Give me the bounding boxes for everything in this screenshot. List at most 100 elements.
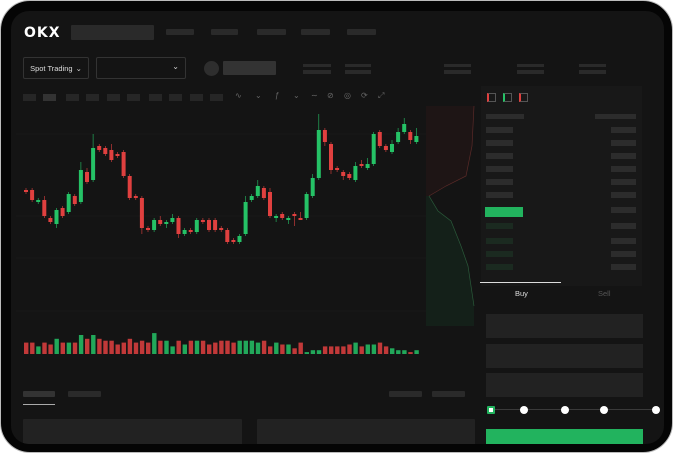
tab-buy[interactable]: Buy — [515, 289, 528, 298]
spot-trading-dropdown[interactable]: Spot Trading ⌄ — [23, 57, 89, 79]
tab-open-orders[interactable] — [23, 391, 55, 397]
timeframe-button[interactable] — [190, 94, 203, 101]
volume-bar — [402, 350, 407, 354]
candle-body — [176, 218, 181, 234]
volume-bar — [280, 344, 285, 354]
volume-bar — [54, 338, 59, 354]
candle-body — [383, 146, 388, 150]
volume-bar — [390, 348, 395, 354]
candle-body — [231, 240, 236, 242]
candle-body — [109, 150, 114, 160]
filter-button[interactable] — [432, 391, 465, 397]
volume-bar — [231, 342, 236, 354]
candle-body — [261, 188, 266, 198]
line-tool-icon[interactable]: ⌄ — [293, 91, 300, 100]
book-sell-icon[interactable] — [519, 93, 528, 102]
volume-bar — [176, 340, 181, 354]
candle-body — [237, 236, 242, 242]
volume-bar — [310, 350, 316, 354]
settings-icon[interactable]: ⊘ — [327, 91, 334, 100]
bid-amount — [611, 251, 636, 257]
candle-body — [359, 164, 364, 166]
nav-item[interactable] — [347, 29, 376, 35]
candle-body — [24, 190, 28, 192]
stat-value — [303, 70, 331, 74]
timeframe-button[interactable] — [107, 94, 120, 101]
percent-slider[interactable] — [491, 409, 656, 410]
candlestick-chart[interactable] — [16, 106, 426, 376]
candle-body — [329, 144, 333, 170]
slider-knob[interactable] — [652, 406, 660, 414]
ask-price — [486, 127, 513, 133]
volume-bar — [414, 350, 419, 354]
volume-bar — [249, 340, 255, 354]
candle-body — [30, 190, 35, 200]
volume-bar — [66, 342, 72, 354]
candle-body — [304, 194, 309, 218]
refresh-icon[interactable]: ◎ — [344, 91, 351, 100]
tab-sell[interactable]: Sell — [598, 289, 611, 298]
candle-body — [243, 202, 248, 234]
book-buy-icon[interactable] — [503, 93, 512, 102]
candle-body — [91, 148, 96, 180]
chevron-down-icon: ⌄ — [172, 62, 179, 71]
indicator-icon[interactable]: ∿ — [235, 91, 242, 100]
pencil-icon[interactable]: ∼ — [311, 91, 318, 100]
timeframe-button[interactable] — [43, 94, 56, 101]
timeframe-button[interactable] — [169, 94, 182, 101]
volume-bar — [60, 342, 65, 354]
candle-body — [121, 152, 126, 176]
search-bar[interactable] — [71, 25, 154, 40]
chart-type-icon[interactable]: ⌄ — [255, 91, 262, 100]
volume-bar — [329, 346, 334, 354]
ask-price — [486, 192, 513, 198]
fx-icon[interactable]: ƒ — [275, 91, 280, 100]
timeframe-button[interactable] — [86, 94, 99, 101]
volume-bar — [268, 346, 273, 354]
volume-bar — [48, 344, 53, 354]
volume-bar — [304, 352, 309, 354]
fullscreen-icon[interactable]: ⟳ — [361, 91, 368, 100]
price-input[interactable] — [486, 314, 643, 338]
nav-item[interactable] — [257, 29, 286, 35]
okx-logo: OKX — [24, 25, 61, 41]
slider-knob[interactable] — [561, 406, 569, 414]
volume-bar — [170, 346, 175, 354]
stat-value — [579, 70, 606, 74]
fullscreen-icon[interactable]: ⤢ — [378, 91, 385, 100]
ask-price — [486, 140, 513, 146]
candle-body — [97, 146, 102, 150]
nav-item[interactable] — [301, 29, 330, 35]
volume-bar — [383, 346, 389, 354]
timeframe-button[interactable] — [127, 94, 140, 101]
volume-bar — [85, 338, 90, 354]
tab-order-history[interactable] — [68, 391, 101, 397]
total-input[interactable] — [486, 373, 643, 397]
volume-bar — [152, 333, 157, 354]
nav-item[interactable] — [166, 29, 194, 35]
slider-knob[interactable] — [520, 406, 528, 414]
slider-knob[interactable] — [600, 406, 608, 414]
amount-input[interactable] — [486, 344, 643, 368]
volume-bar — [24, 342, 29, 354]
timeframe-button[interactable] — [210, 94, 223, 101]
timeframe-button[interactable] — [66, 94, 79, 101]
timeframe-button[interactable] — [23, 94, 36, 101]
slider-knob[interactable] — [487, 406, 495, 414]
buy-submit-button[interactable] — [486, 429, 643, 444]
volume-bar — [194, 340, 200, 354]
volume-bar — [371, 344, 377, 354]
filter-button[interactable] — [389, 391, 422, 397]
bid-amount — [611, 238, 636, 244]
candle-body — [194, 220, 199, 232]
candle-body — [54, 210, 59, 224]
bid-price — [486, 238, 513, 244]
pair-selector[interactable]: ⌄ — [96, 57, 186, 79]
volume-bar — [274, 342, 279, 354]
timeframe-button[interactable] — [149, 94, 162, 101]
nav-item[interactable] — [211, 29, 238, 35]
book-both-icon[interactable] — [487, 93, 496, 102]
candle-body — [219, 228, 224, 230]
volume-bar — [408, 352, 413, 354]
tab-underline — [23, 404, 55, 405]
